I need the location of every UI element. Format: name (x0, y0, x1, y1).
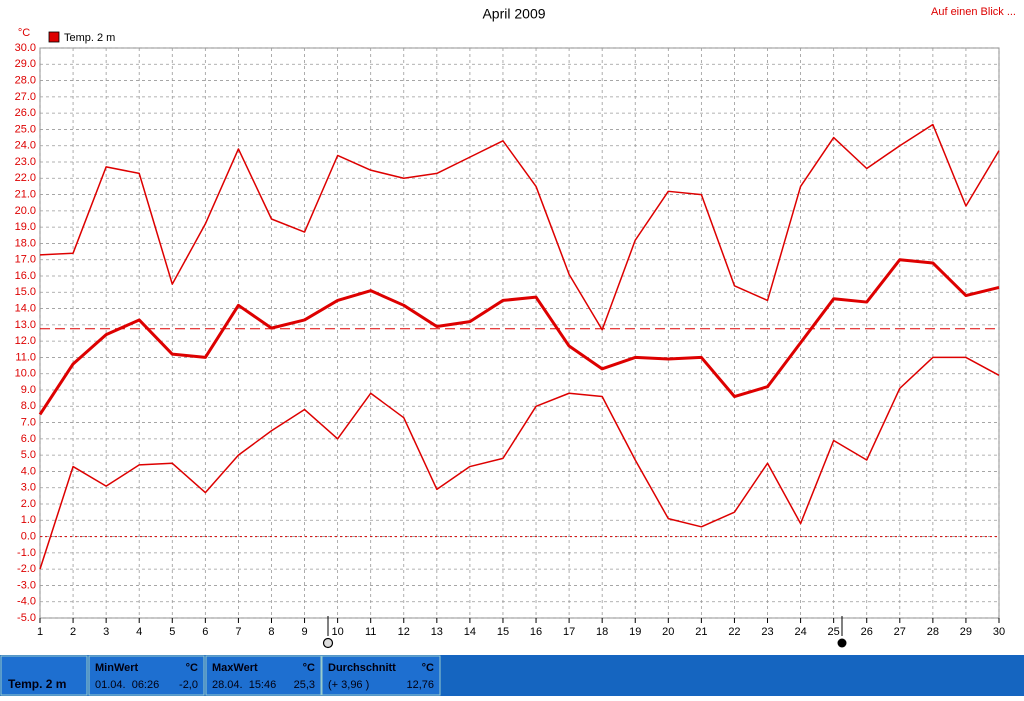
moon-icons (322, 616, 847, 649)
x-tick-label: 20 (662, 626, 674, 638)
y-tick-label: 19.0 (15, 221, 36, 233)
x-tick-label: 28 (927, 626, 939, 638)
y-tick-label: 29.0 (15, 58, 36, 70)
y-tick-label: 16.0 (15, 270, 36, 282)
stat-unit: °C (303, 662, 315, 674)
y-tick-label: 4.0 (21, 465, 36, 477)
x-tick-label: 16 (530, 626, 542, 638)
y-tick-label: 30.0 (15, 42, 36, 54)
x-tick-label: 17 (563, 626, 575, 638)
y-tick-label: 11.0 (15, 351, 36, 363)
x-tick-label: 21 (695, 626, 707, 638)
y-tick-label: 28.0 (15, 74, 36, 86)
y-tick-label: 24.0 (15, 140, 36, 152)
stat-when: 28.04. 15:46 (212, 679, 276, 691)
x-tick-label: 5 (169, 626, 175, 638)
legend-swatch (48, 31, 60, 43)
x-tick-label: 25 (828, 626, 840, 638)
y-tick-label: 21.0 (15, 188, 36, 200)
x-tick-label: 27 (894, 626, 906, 638)
overview-link[interactable]: Auf einen Blick ... (931, 6, 1016, 18)
x-tick-label: 12 (398, 626, 410, 638)
y-tick-label: 15.0 (15, 286, 36, 298)
x-tick-label: 24 (794, 626, 806, 638)
series-line (39, 356, 1000, 570)
y-tick-label: -5.0 (17, 612, 36, 624)
y-tick-label: 23.0 (15, 156, 36, 168)
y-tick-label: 9.0 (21, 384, 36, 396)
y-tick-label: 12.0 (15, 335, 36, 347)
series-line (39, 123, 1000, 331)
stat-unit: °C (186, 662, 198, 674)
y-tick-label: -1.0 (17, 547, 36, 559)
stat-unit: °C (422, 662, 434, 674)
y-tick-label: 8.0 (21, 400, 36, 412)
stat-when: 01.04. 06:26 (95, 679, 159, 691)
x-tick-label: 6 (202, 626, 208, 638)
full-moon (322, 637, 334, 649)
x-tick-label: 14 (464, 626, 476, 638)
x-tick-label: 18 (596, 626, 608, 638)
x-tick-label: 9 (301, 626, 307, 638)
legend-label: Temp. 2 m (64, 32, 115, 44)
x-tick-label: 15 (497, 626, 509, 638)
footer-box (88, 655, 205, 696)
stat-when: (+ 3,96 ) (328, 679, 369, 691)
x-tick-label: 2 (70, 626, 76, 638)
x-tick-label: 26 (861, 626, 873, 638)
x-tick-label: 13 (431, 626, 443, 638)
footer-label: Temp. 2 m (8, 677, 66, 691)
y-tick-label: 13.0 (15, 319, 36, 331)
stat-value: 25,3 (294, 679, 315, 691)
x-tick-label: 29 (960, 626, 972, 638)
series-line (38, 258, 1000, 416)
x-tick-label: 10 (331, 626, 343, 638)
new-moon (837, 638, 847, 648)
y-tick-label: 25.0 (15, 123, 36, 135)
stat-title: MinWert (95, 662, 139, 674)
y-tick-label: 22.0 (15, 172, 36, 184)
y-tick-label: 27.0 (15, 91, 36, 103)
footer-box (205, 655, 322, 696)
x-tick-label: 3 (103, 626, 109, 638)
footer-box (0, 655, 88, 696)
y-tick-label: 10.0 (15, 368, 36, 380)
y-tick-label: 20.0 (15, 205, 36, 217)
x-tick-label: 23 (761, 626, 773, 638)
stat-title: Durchschnitt (328, 662, 396, 674)
x-tick-label: 22 (728, 626, 740, 638)
y-tick-label: -3.0 (17, 579, 36, 591)
x-tick-label: 8 (268, 626, 274, 638)
y-tick-label: -4.0 (17, 596, 36, 608)
y-tick-label: 26.0 (15, 107, 36, 119)
y-unit: °C (18, 27, 30, 39)
y-tick-label: 7.0 (21, 416, 36, 428)
x-tick-label: 30 (993, 626, 1005, 638)
y-tick-label: 6.0 (21, 433, 36, 445)
x-tick-label: 1 (37, 626, 43, 638)
footer-box (321, 655, 441, 696)
x-tick-label: 7 (235, 626, 241, 638)
y-tick-label: 14.0 (15, 302, 36, 314)
plot-area (39, 47, 1000, 619)
x-tick-label: 11 (365, 626, 376, 638)
y-tick-label: 0.0 (21, 530, 36, 542)
x-tick-label: 4 (136, 626, 142, 638)
y-tick-label: 5.0 (21, 449, 36, 461)
stat-title: MaxWert (212, 662, 258, 674)
y-tick-label: 2.0 (21, 498, 36, 510)
y-tick-label: 17.0 (15, 254, 36, 266)
y-tick-label: -2.0 (17, 563, 36, 575)
chart-title: April 2009 (482, 6, 545, 22)
y-tick-label: 3.0 (21, 482, 36, 494)
y-tick-label: 1.0 (21, 514, 36, 526)
stat-value: -2,0 (179, 679, 198, 691)
y-tick-label: 18.0 (15, 237, 36, 249)
stat-value: 12,76 (406, 679, 434, 691)
x-tick-label: 19 (629, 626, 641, 638)
